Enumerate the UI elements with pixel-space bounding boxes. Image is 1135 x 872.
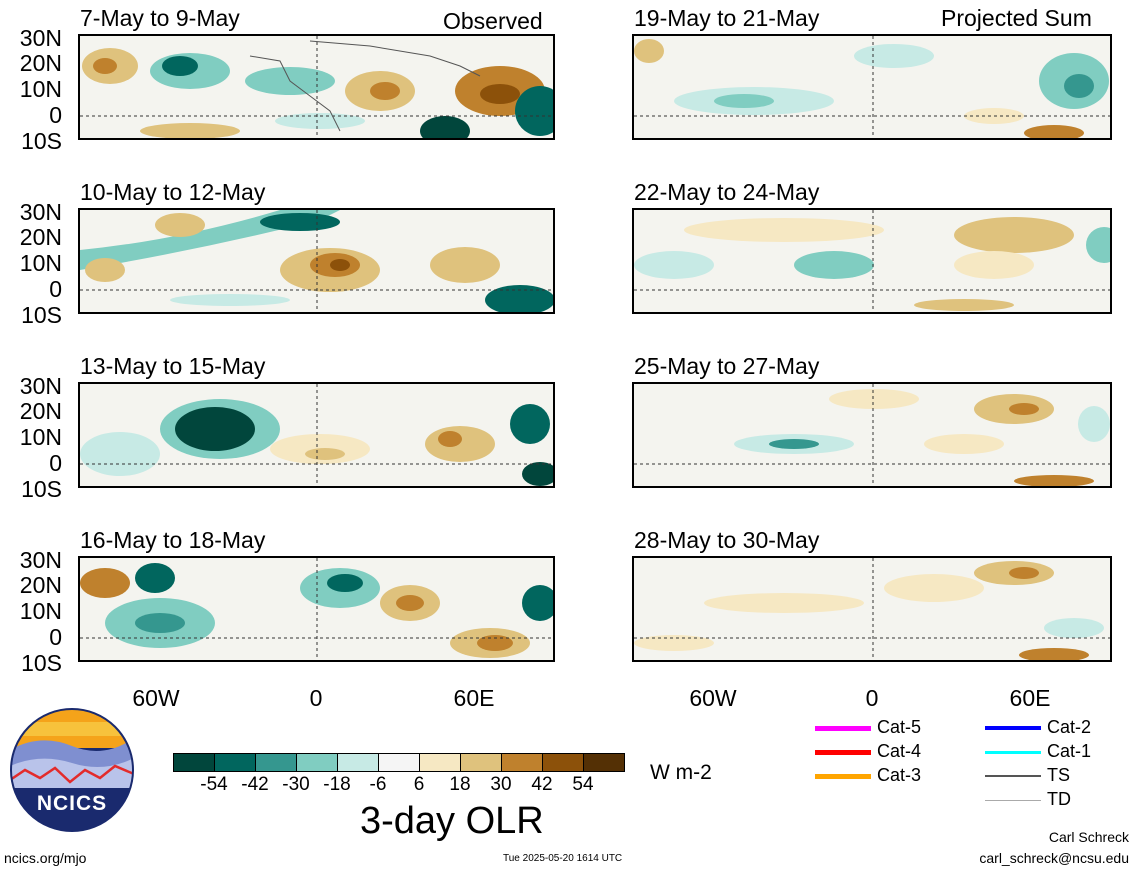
colorbar-swatch bbox=[337, 753, 379, 772]
lat-label: 30N bbox=[19, 373, 62, 399]
olr-map-observed-1 bbox=[78, 34, 555, 140]
lon-label: 60E bbox=[1009, 685, 1051, 711]
colorbar-tick: 18 bbox=[449, 774, 471, 795]
lat-label: 10N bbox=[19, 424, 62, 450]
legend-line bbox=[815, 750, 871, 755]
observed-label: Observed bbox=[443, 8, 543, 34]
lat-label: 0 bbox=[49, 102, 62, 128]
colorbar-title: 3-day OLR bbox=[360, 800, 544, 842]
timestamp: Tue 2025-05-20 1614 UTC bbox=[503, 853, 623, 864]
colorbar-swatch bbox=[419, 753, 461, 772]
lat-label: 10N bbox=[19, 76, 62, 102]
lat-label: 30N bbox=[19, 547, 62, 573]
colorbar-swatch bbox=[296, 753, 338, 772]
colorbar-swatch bbox=[255, 753, 297, 772]
legend-line bbox=[985, 775, 1041, 777]
legend-label: TS bbox=[1047, 765, 1071, 785]
colorbar-tick: 6 bbox=[413, 774, 425, 795]
ncics-logo: NCICS bbox=[10, 708, 134, 832]
colorbar-swatch bbox=[214, 753, 256, 772]
lon-label: 0 bbox=[865, 685, 879, 711]
colorbar-tick: -18 bbox=[323, 774, 351, 795]
colorbar-tick: -54 bbox=[200, 774, 228, 795]
author-name: Carl Schreck bbox=[1048, 829, 1129, 845]
lat-label: 0 bbox=[49, 624, 62, 650]
legend-line bbox=[985, 751, 1041, 754]
lat-label: 10N bbox=[19, 598, 62, 624]
lon-label: 60E bbox=[453, 685, 495, 711]
colorbar-swatch bbox=[542, 753, 584, 772]
panel-title: 13-May to 15-May bbox=[80, 353, 266, 379]
lat-label: 30N bbox=[19, 25, 62, 51]
legend-label: TD bbox=[1047, 789, 1071, 809]
legend-line bbox=[985, 726, 1041, 730]
panel-title: 25-May to 27-May bbox=[634, 353, 820, 379]
colorbar-swatch bbox=[501, 753, 543, 772]
author-email[interactable]: carl_schreck@ncsu.edu bbox=[979, 850, 1129, 866]
legend-label: Cat-2 bbox=[1047, 717, 1092, 737]
lat-label: 20N bbox=[19, 224, 62, 250]
lon-label: 60W bbox=[132, 685, 180, 711]
lat-label: 10S bbox=[21, 302, 62, 328]
olr-map-projected-3 bbox=[632, 382, 1112, 488]
lat-label: 10S bbox=[21, 128, 62, 154]
legend-line bbox=[985, 800, 1041, 801]
olr-map-projected-4 bbox=[632, 556, 1112, 662]
olr-map-observed-3 bbox=[78, 382, 555, 488]
colorbar-swatch bbox=[173, 753, 215, 772]
colorbar-tick: 42 bbox=[531, 774, 553, 795]
panel-title: 22-May to 24-May bbox=[634, 179, 820, 205]
olr-map-observed-2 bbox=[78, 208, 555, 314]
projected-label: Projected Sum bbox=[941, 5, 1092, 31]
lat-label: 20N bbox=[19, 572, 62, 598]
lat-label: 10N bbox=[19, 250, 62, 276]
olr-map-observed-4 bbox=[78, 556, 555, 662]
lon-label: 0 bbox=[309, 685, 323, 711]
website-link[interactable]: ncics.org/mjo bbox=[4, 850, 87, 866]
legend-line bbox=[815, 726, 871, 731]
colorbar-tick: -30 bbox=[282, 774, 310, 795]
panel-title: 28-May to 30-May bbox=[634, 527, 820, 553]
lat-label: 30N bbox=[19, 199, 62, 225]
colorbar-swatch bbox=[460, 753, 502, 772]
colorbar-units: W m-2 bbox=[650, 761, 712, 784]
panel-title: 10-May to 12-May bbox=[80, 179, 266, 205]
legend-line bbox=[815, 774, 871, 779]
lat-label: 10S bbox=[21, 650, 62, 676]
lat-label: 0 bbox=[49, 276, 62, 302]
lat-label: 20N bbox=[19, 398, 62, 424]
legend-label: Cat-5 bbox=[877, 717, 922, 737]
logo-text: NCICS bbox=[36, 792, 108, 815]
olr-map-projected-2 bbox=[632, 208, 1112, 314]
panel-title: 16-May to 18-May bbox=[80, 527, 266, 553]
legend-label: Cat-1 bbox=[1047, 741, 1092, 761]
lat-label: 20N bbox=[19, 50, 62, 76]
legend-label: Cat-3 bbox=[877, 765, 922, 785]
lat-label: 10S bbox=[21, 476, 62, 502]
colorbar-tick: 54 bbox=[572, 774, 594, 795]
colorbar-tick: -6 bbox=[369, 774, 387, 795]
panel-title: 19-May to 21-May bbox=[634, 5, 820, 31]
lat-label: 0 bbox=[49, 450, 62, 476]
colorbar-swatch bbox=[378, 753, 420, 772]
lon-label: 60W bbox=[689, 685, 737, 711]
colorbar-tick: -42 bbox=[241, 774, 269, 795]
olr-map-projected-1 bbox=[632, 34, 1112, 140]
legend-label: Cat-4 bbox=[877, 741, 922, 761]
panel-title: 7-May to 9-May bbox=[80, 5, 240, 31]
colorbar-swatch bbox=[583, 753, 625, 772]
colorbar-tick: 30 bbox=[490, 774, 512, 795]
